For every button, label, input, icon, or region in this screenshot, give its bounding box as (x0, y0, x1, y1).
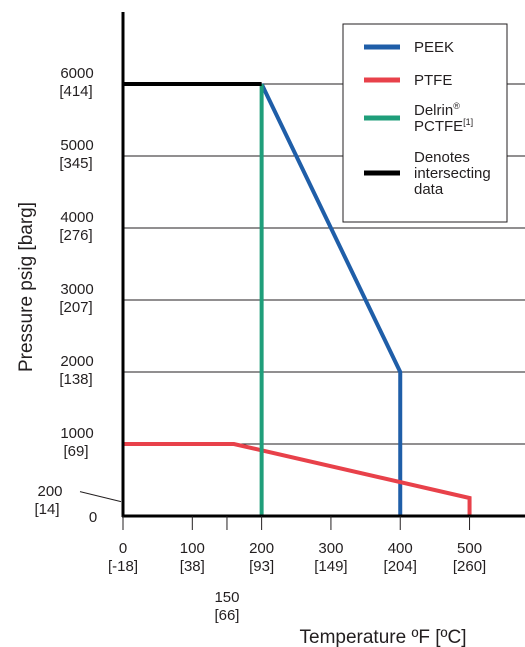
y-tick-sublabel-2000: [138] (59, 371, 92, 388)
legend: PEEK PTFE Delrin®PCTFE[1] Denotesintersecti… (342, 23, 508, 223)
x-tick-label-150: 150 (214, 589, 239, 606)
legend-superscript: [1] (463, 117, 473, 127)
y-tick-sublabel-5000: [345] (59, 155, 92, 172)
legend-superscript: ® (453, 101, 460, 111)
axes (121, 12, 525, 518)
y-tick-sublabel-1000: [69] (63, 443, 88, 460)
legend-label-delrin: Delrin® (414, 101, 460, 119)
y-axis-title: Pressure psig [barg] (16, 202, 37, 372)
y-tick-label-6000: 6000 (60, 65, 93, 82)
legend-label-data: data (414, 181, 444, 198)
y-tick-sublabel-4000: [276] (59, 227, 92, 244)
y-tick-label-5000: 5000 (60, 137, 93, 154)
x-tick-labels: 0[-18]100[38]150[66]200[93]300[149]400[2… (108, 516, 486, 624)
x-tick-label-0: 0 (119, 540, 127, 557)
x-tick-sublabel-500: [260] (453, 558, 486, 575)
y-tick-labels: 0 200[14] 1000[69] 2000[138] 3000[207] 4000[2… (34, 65, 122, 526)
y-tick-leader-200 (79, 491, 122, 503)
legend-label-intersecting: intersecting (414, 165, 491, 182)
y-tick-sublabel-3000: [207] (59, 299, 92, 316)
series-line-ptfe (123, 442, 472, 516)
y-tick-sublabel-200: [14] (34, 501, 59, 518)
legend-label-denotes: Denotes (414, 149, 470, 166)
x-tick-sublabel-400: [204] (384, 558, 417, 575)
y-tick-label-2000: 2000 (60, 353, 93, 370)
x-tick-label-500: 500 (457, 540, 482, 557)
y-tick-label-3000: 3000 (60, 281, 93, 298)
x-tick-sublabel-150: [66] (214, 607, 239, 624)
y-tick-label-1000: 1000 (60, 425, 93, 442)
legend-label-pctfe: PCTFE[1] (414, 117, 473, 135)
y-tick-label-200: 200 (37, 483, 62, 500)
legend-label-peek: PEEK (414, 39, 454, 56)
y-tick-label-0: 0 (89, 509, 97, 526)
x-tick-sublabel-200: [93] (249, 558, 274, 575)
x-tick-sublabel-300: [149] (314, 558, 347, 575)
x-tick-label-300: 300 (318, 540, 343, 557)
x-tick-sublabel-100: [38] (180, 558, 205, 575)
series-lines (123, 82, 472, 516)
x-tick-label-200: 200 (249, 540, 274, 557)
x-axis-title: Temperature ºF [ºC] (300, 627, 467, 647)
legend-box (342, 23, 508, 223)
x-tick-label-100: 100 (180, 540, 205, 557)
y-tick-sublabel-6000: [414] (59, 83, 92, 100)
legend-label-ptfe: PTFE (414, 72, 452, 89)
x-tick-sublabel-0: [-18] (108, 558, 138, 575)
x-tick-label-400: 400 (388, 540, 413, 557)
series-line-peek (259, 83, 403, 516)
y-tick-label-4000: 4000 (60, 209, 93, 226)
